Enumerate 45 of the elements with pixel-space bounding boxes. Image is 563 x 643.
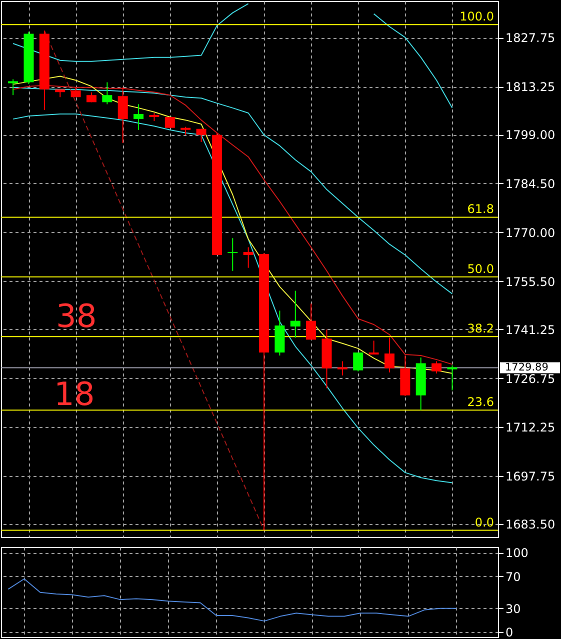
annotation: 38.2	[467, 322, 494, 336]
candlestick	[243, 246, 254, 268]
y-tick-label: 1784.50	[506, 176, 556, 191]
line-series	[373, 13, 453, 108]
y-tick-label: 1683.50	[506, 518, 556, 532]
y-tick-label: 1741.25	[506, 322, 556, 337]
candlestick	[118, 86, 128, 144]
line-series	[12, 86, 453, 294]
candlestick	[8, 78, 18, 96]
candlestick	[447, 364, 458, 391]
ref-line-label: 1729.89	[505, 362, 548, 374]
y-tick-label: 30	[506, 602, 521, 616]
y-tick-label: 0	[506, 626, 514, 640]
candlestick	[368, 340, 379, 356]
y-tick-label: 1770.00	[506, 226, 556, 240]
annotation: 50.0	[467, 262, 494, 276]
y-tick-label: 100	[506, 546, 528, 560]
annotation: 38	[56, 297, 97, 335]
candlestick	[196, 128, 206, 142]
y-tick-label: 1827.75	[506, 31, 556, 46]
annotation: 100.0	[460, 10, 494, 24]
candlestick	[164, 116, 175, 128]
candlestick	[228, 238, 238, 272]
candlestick	[384, 337, 394, 373]
candlestick	[290, 290, 300, 338]
line-series	[12, 114, 453, 484]
y-tick-label: 70	[506, 570, 521, 584]
candlestick	[353, 352, 364, 372]
candlestick	[337, 360, 348, 376]
y-tick-label: 1697.75	[506, 470, 556, 484]
y-tick-label: 1813.25	[506, 80, 556, 94]
y-tick-label: 1712.25	[506, 420, 556, 435]
y-tick-label: 1726.75	[506, 372, 556, 386]
candlestick	[306, 303, 316, 340]
annotation: 23.6	[467, 395, 494, 410]
annotation: 18	[54, 375, 95, 413]
candlestick	[134, 104, 144, 130]
y-tick-label: 1799.00	[506, 128, 556, 142]
candlestick	[432, 360, 442, 374]
line-series	[12, 3, 249, 62]
y-tick-label: 1755.50	[506, 274, 556, 289]
line-series	[8, 578, 457, 622]
candlestick	[102, 82, 112, 105]
annotation: 0.0	[474, 515, 494, 530]
annotation: 61.8	[467, 202, 494, 216]
